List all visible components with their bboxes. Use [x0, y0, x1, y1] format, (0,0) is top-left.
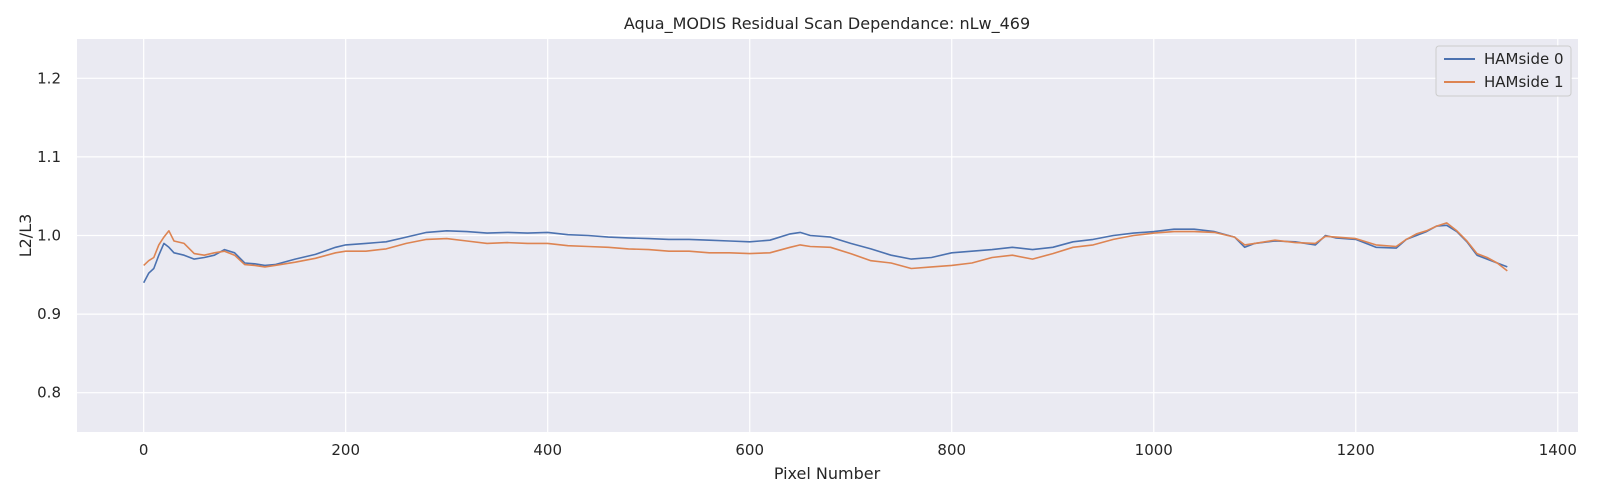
chart-title: Aqua_MODIS Residual Scan Dependance: nLw… — [624, 14, 1030, 34]
series-line-hamside-1 — [143, 222, 1508, 272]
y-tick-label: 1.2 — [37, 69, 61, 87]
x-tick-label: 200 — [331, 441, 360, 459]
x-tick-label: 800 — [937, 441, 966, 459]
x-axis-label: Pixel Number — [774, 464, 881, 483]
x-tick-label: 1400 — [1539, 441, 1577, 459]
series-group — [142, 222, 1508, 284]
y-tick-label: 1.0 — [37, 227, 61, 245]
y-tick-labels: 0.8 0.9 1.0 1.1 1.2 — [37, 69, 61, 401]
y-tick-label: 0.8 — [37, 384, 61, 402]
legend-label-hamside-1: HAMside 1 — [1484, 73, 1564, 91]
x-tick-label: 600 — [735, 441, 764, 459]
x-tick-label: 400 — [533, 441, 562, 459]
x-tick-labels: 0 200 400 600 800 1000 1200 1400 — [139, 441, 1577, 459]
x-tick-label: 0 — [139, 441, 149, 459]
legend: HAMside 0 HAMside 1 — [1435, 45, 1572, 97]
x-tick-label: 1000 — [1135, 441, 1173, 459]
legend-label-hamside-0: HAMside 0 — [1484, 50, 1564, 68]
y-tick-label: 1.1 — [37, 148, 61, 166]
x-tick-label: 1200 — [1337, 441, 1375, 459]
y-axis-label: L2/L3 — [16, 214, 35, 258]
y-tick-label: 0.9 — [37, 305, 61, 323]
